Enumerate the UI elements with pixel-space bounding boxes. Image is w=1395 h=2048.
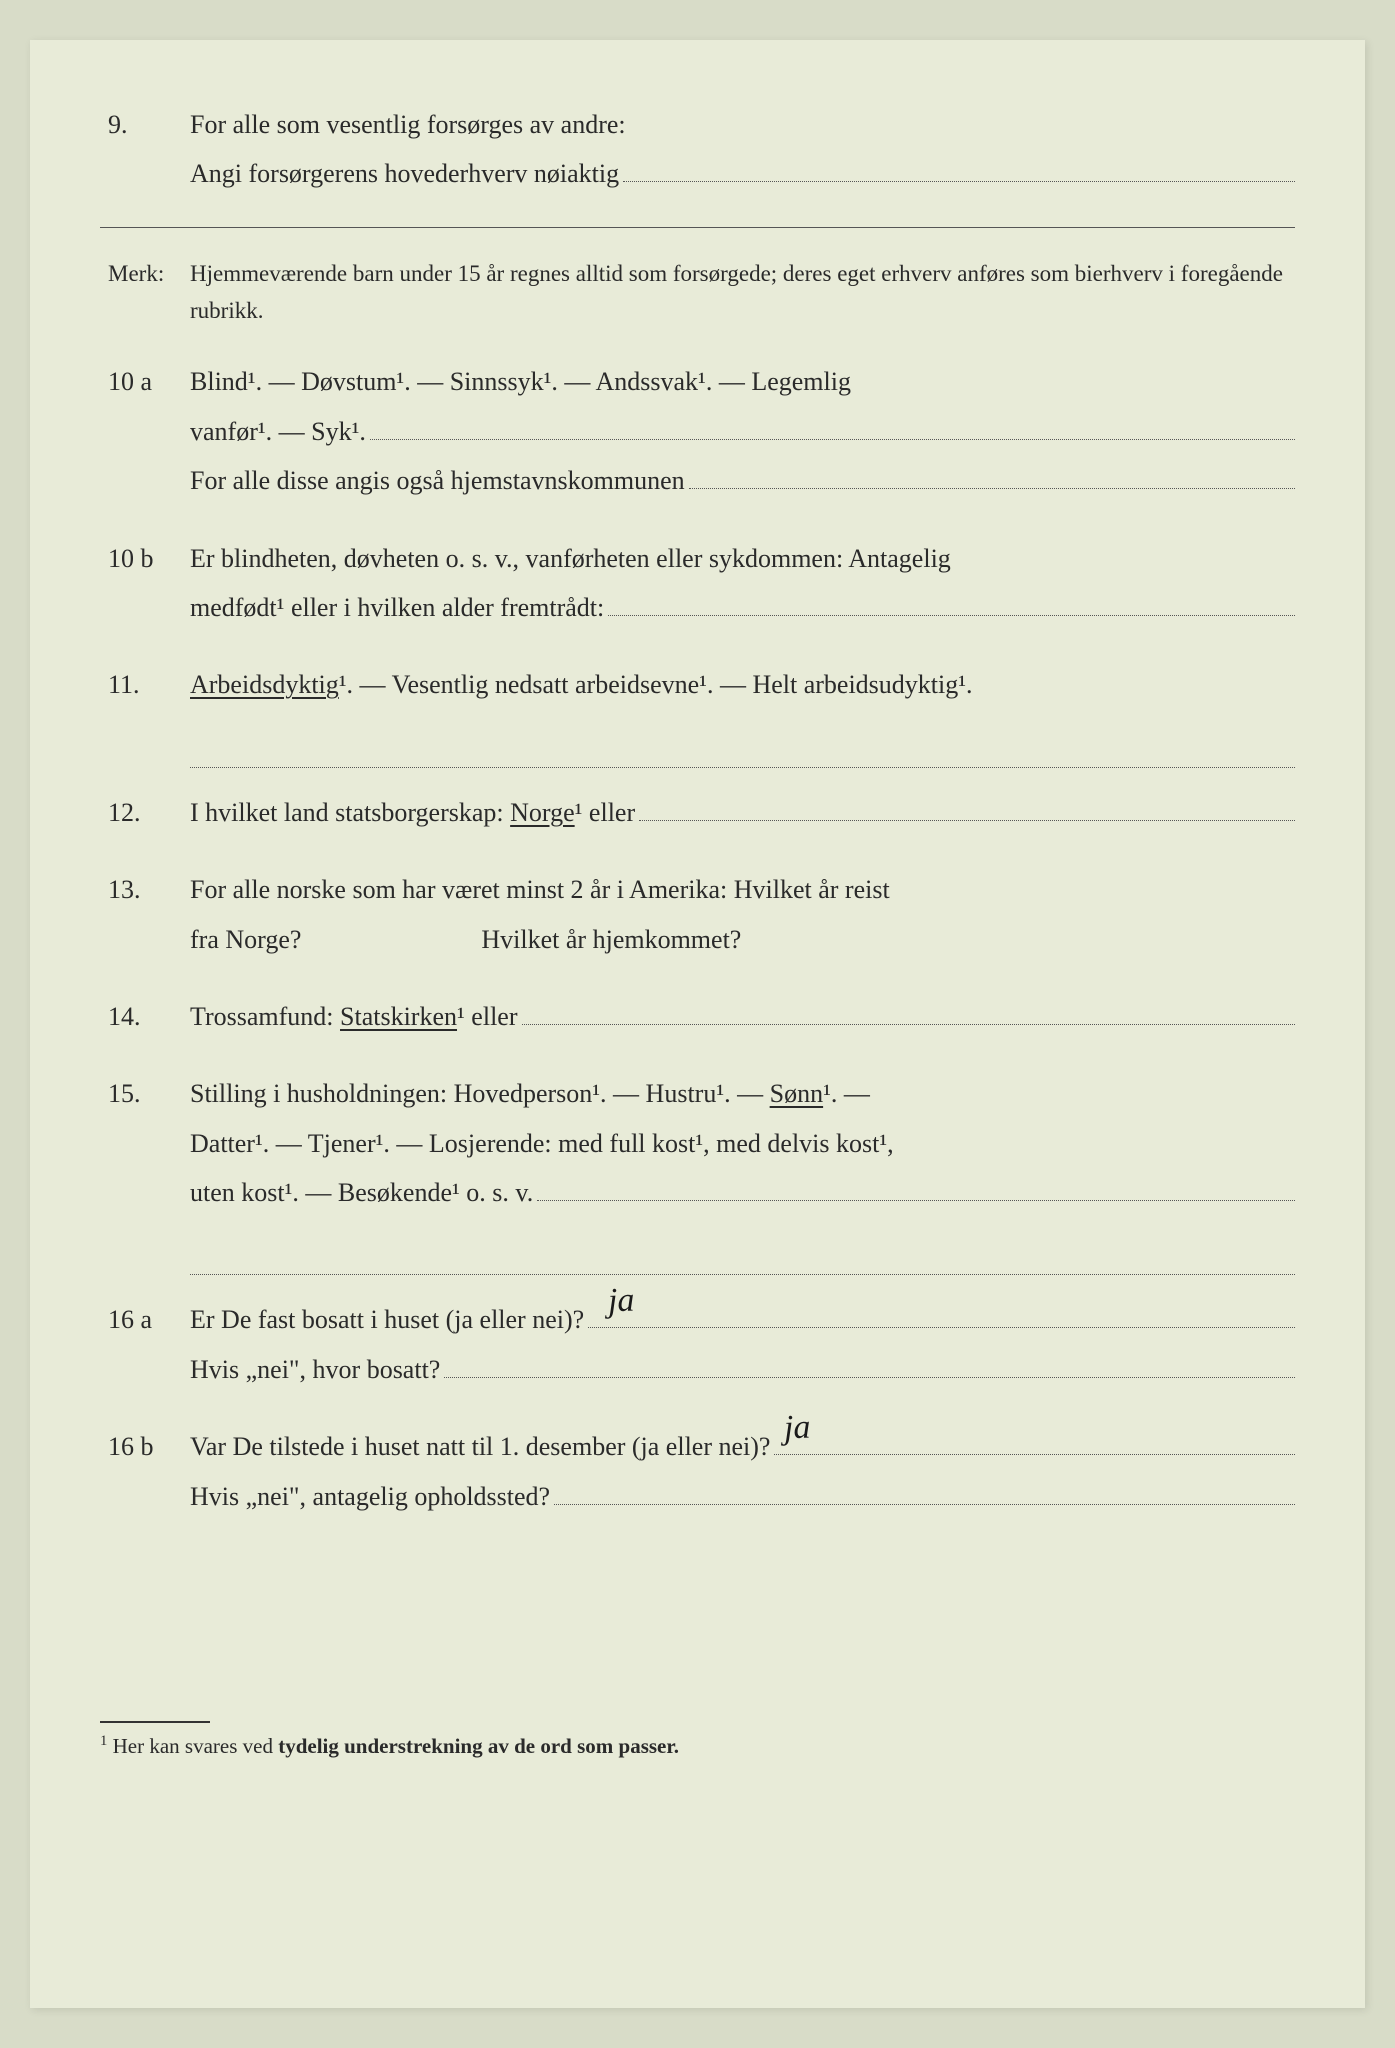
question-content: Trossamfund: Statskirken¹ eller xyxy=(190,992,1295,1041)
fill-blank xyxy=(444,1352,1295,1378)
q16b-line2: Hvis „nei", antagelig opholdssted? xyxy=(190,1472,1295,1521)
question-12: 12. I hvilket land statsborgerskap: Norg… xyxy=(100,788,1295,837)
question-content: Var De tilstede i huset natt til 1. dese… xyxy=(190,1422,1295,1521)
question-number: 9. xyxy=(100,100,190,199)
fill-blank xyxy=(623,156,1295,182)
question-9: 9. For alle som vesentlig forsørges av a… xyxy=(100,100,1295,199)
q10b-line1: Er blindheten, døvheten o. s. v., vanfør… xyxy=(190,534,1295,583)
question-content: Er blindheten, døvheten o. s. v., vanfør… xyxy=(190,534,1295,633)
q15-line1: Stilling i husholdningen: Hovedperson¹. … xyxy=(190,1069,1295,1118)
q13-line1: For alle norske som har været minst 2 år… xyxy=(190,865,1295,914)
document-page: 9. For alle som vesentlig forsørges av a… xyxy=(30,40,1365,2008)
merk-text: Hjemmeværende barn under 15 år regnes al… xyxy=(190,256,1295,330)
question-number: 10 a xyxy=(100,357,190,505)
question-number: 16 b xyxy=(100,1422,190,1521)
question-10a: 10 a Blind¹. — Døvstum¹. — Sinnssyk¹. — … xyxy=(100,357,1295,505)
fill-blank xyxy=(537,1175,1295,1201)
underlined-answer: Sønn xyxy=(770,1079,823,1108)
question-content: I hvilket land statsborgerskap: Norge¹ e… xyxy=(190,788,1295,837)
fill-blank: ja xyxy=(588,1302,1295,1328)
question-content: For alle som vesentlig forsørges av andr… xyxy=(190,100,1295,199)
handwritten-answer: ja xyxy=(607,1268,636,1333)
underlined-answer: Arbeidsdyktig xyxy=(190,670,339,699)
question-number: 10 b xyxy=(100,534,190,633)
question-content: For alle norske som har været minst 2 år… xyxy=(190,865,1295,964)
question-11: 11. Arbeidsdyktig¹. — Vesentlig nedsatt … xyxy=(100,660,1295,709)
question-content: Arbeidsdyktig¹. — Vesentlig nedsatt arbe… xyxy=(190,660,1295,709)
footnote: 1 Her kan svares ved tydelig understrekn… xyxy=(100,1733,1295,1759)
q16b-line1: Var De tilstede i huset natt til 1. dese… xyxy=(190,1422,1295,1471)
q9-line1: For alle som vesentlig forsørges av andr… xyxy=(190,100,1295,149)
merk-label: Merk: xyxy=(100,256,190,330)
q16a-line2: Hvis „nei", hvor bosatt? xyxy=(190,1345,1295,1394)
q16a-line1: Er De fast bosatt i huset (ja eller nei)… xyxy=(190,1295,1295,1344)
fill-blank xyxy=(689,463,1295,489)
dotted-spacer xyxy=(190,738,1295,768)
question-content: Er De fast bosatt i huset (ja eller nei)… xyxy=(190,1295,1295,1394)
q10a-line3: For alle disse angis også hjemstavnskomm… xyxy=(190,456,1295,505)
q9-line2: Angi forsørgerens hovederhverv nøiaktig xyxy=(190,149,1295,198)
q13-line2: fra Norge? Hvilket år hjemkommet? xyxy=(190,915,1295,964)
underlined-answer: Statskirken xyxy=(340,1002,457,1031)
q10b-line2: medfødt¹ eller i hvilken alder fremtrådt… xyxy=(190,583,1295,632)
question-10b: 10 b Er blindheten, døvheten o. s. v., v… xyxy=(100,534,1295,633)
question-number: 14. xyxy=(100,992,190,1041)
q15-line2: Datter¹. — Tjener¹. — Losjerende: med fu… xyxy=(190,1119,1295,1168)
question-number: 15. xyxy=(100,1069,190,1217)
fill-blank xyxy=(639,795,1295,821)
q10a-line1: Blind¹. — Døvstum¹. — Sinnssyk¹. — Andss… xyxy=(190,357,1295,406)
question-16a: 16 a Er De fast bosatt i huset (ja eller… xyxy=(100,1295,1295,1394)
question-number: 16 a xyxy=(100,1295,190,1394)
question-16b: 16 b Var De tilstede i huset natt til 1.… xyxy=(100,1422,1295,1521)
question-15: 15. Stilling i husholdningen: Hovedperso… xyxy=(100,1069,1295,1217)
question-number: 13. xyxy=(100,865,190,964)
fill-blank xyxy=(370,414,1295,440)
fill-blank xyxy=(522,999,1296,1025)
fill-blank: ja xyxy=(774,1429,1295,1455)
dotted-spacer xyxy=(190,1245,1295,1275)
underlined-answer: Norge xyxy=(510,798,575,827)
section-divider xyxy=(100,227,1295,228)
question-number: 12. xyxy=(100,788,190,837)
question-14: 14. Trossamfund: Statskirken¹ eller xyxy=(100,992,1295,1041)
footnote-separator xyxy=(100,1721,210,1723)
handwritten-answer: ja xyxy=(783,1395,812,1460)
question-content: Blind¹. — Døvstum¹. — Sinnssyk¹. — Andss… xyxy=(190,357,1295,505)
q15-line3: uten kost¹. — Besøkende¹ o. s. v. xyxy=(190,1168,1295,1217)
question-content: Stilling i husholdningen: Hovedperson¹. … xyxy=(190,1069,1295,1217)
fill-blank xyxy=(554,1479,1295,1505)
question-number: 11. xyxy=(100,660,190,709)
question-13: 13. For alle norske som har været minst … xyxy=(100,865,1295,964)
fill-blank xyxy=(608,590,1295,616)
merk-note: Merk: Hjemmeværende barn under 15 år reg… xyxy=(100,256,1295,330)
q10a-line2: vanfør¹. — Syk¹. xyxy=(190,407,1295,456)
